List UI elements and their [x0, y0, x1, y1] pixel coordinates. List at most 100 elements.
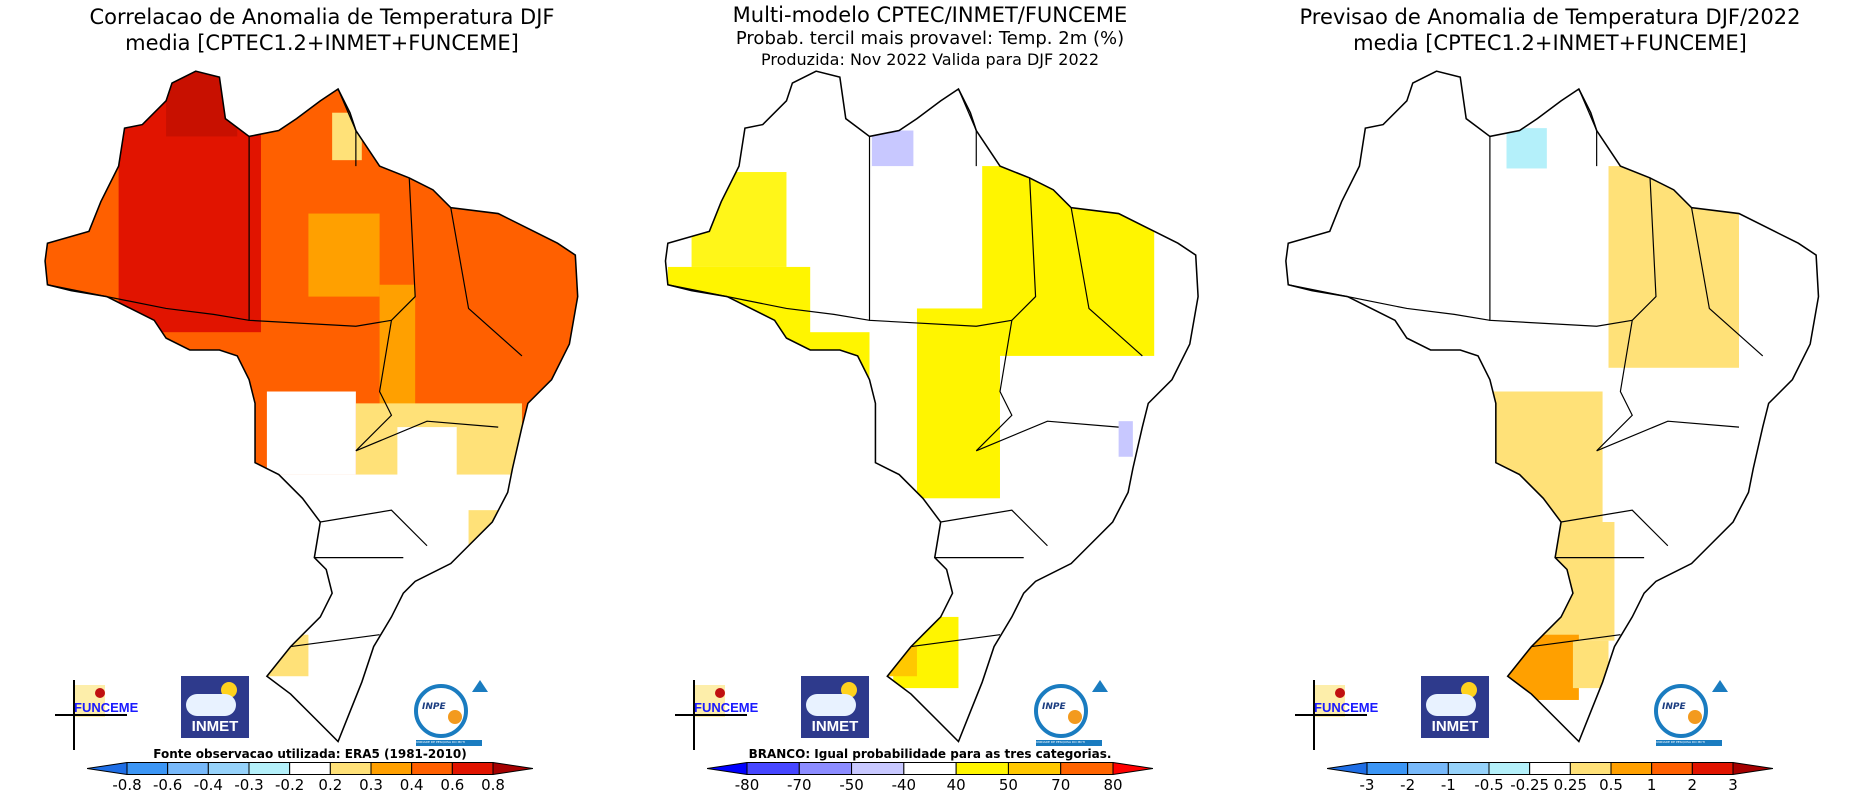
- colorbar-tick-label: 2: [1687, 776, 1698, 794]
- colorbar-tick-label: 70: [1051, 776, 1071, 794]
- colorbar-tick-label: 40: [946, 776, 966, 794]
- colorbar-segment: [126, 762, 169, 775]
- colorbar-tick-label: -0.6: [153, 776, 183, 794]
- colorbar-tick-label: -0.3: [234, 776, 264, 794]
- colorbar-tick-label: 0.3: [359, 776, 383, 794]
- region-orange-light: [379, 284, 416, 416]
- colorbar-arrow-low: [87, 762, 128, 775]
- inpe-logo-text: INPE: [422, 702, 446, 712]
- colorbar-1: [87, 762, 533, 775]
- colorbar-segment: [207, 762, 250, 775]
- colorbar-segment: [1529, 762, 1571, 775]
- colorbar-arrow-high: [492, 762, 533, 775]
- colorbar-segment: [329, 762, 372, 775]
- inpe-logo: INPE UNIDADE DE PESQUISA DO MCTI: [412, 680, 488, 746]
- region-cyan: [1506, 128, 1547, 169]
- title-line: Correlacao de Anomalia de Temperatura DJ…: [89, 5, 555, 29]
- colorbar-tick-label: 0.8: [481, 776, 505, 794]
- colorbar-segment: [289, 762, 331, 775]
- colorbar-tick-label: -0.2: [275, 776, 305, 794]
- title-line: Produzida: Nov 2022 Valida para DJF 2022: [761, 50, 1099, 69]
- colorbar-tick-label: 50: [998, 776, 1018, 794]
- title-line: media [CPTEC1.2+INMET+FUNCEME]: [125, 31, 519, 55]
- inmet-logo: INMET: [181, 676, 249, 738]
- inpe-logo-text: INPE: [1662, 702, 1686, 712]
- colorbar-arrow-low: [1327, 762, 1368, 775]
- funceme-logo: [1295, 680, 1367, 750]
- colorbar-arrow-high: [1732, 762, 1773, 775]
- colorbar-segment: [1691, 762, 1734, 775]
- region-orange-light: [308, 213, 380, 297]
- colorbar-1-label: Fonte observacao utilizada: ERA5 (1981-2…: [153, 747, 467, 761]
- colorbar-segment: [1060, 762, 1114, 775]
- colorbar-tick-label: 0.25: [1553, 776, 1588, 794]
- colorbar-segment: [1569, 762, 1612, 775]
- colorbar-segment: [851, 762, 905, 775]
- colorbar-tick-label: -0.4: [193, 776, 223, 794]
- colorbar-tick-label: 80: [1103, 776, 1123, 794]
- colorbar-segment: [370, 762, 413, 775]
- inmet-logo-text: INMET: [811, 718, 859, 735]
- colorbar-segment: [798, 762, 853, 775]
- inmet-logo-text: INMET: [1431, 718, 1479, 735]
- colorbar-tick-label: -1: [1440, 776, 1456, 794]
- colorbar-tick-label: 1: [1646, 776, 1657, 794]
- colorbar-tick-label: 3: [1728, 776, 1738, 794]
- title-line: media [CPTEC1.2+INMET+FUNCEME]: [1353, 31, 1747, 55]
- funceme-logo-text: FUNCEME: [1314, 700, 1379, 715]
- panel-1-title: Correlacao de Anomalia de Temperatura DJ…: [12, 4, 632, 56]
- colorbar-segment: [248, 762, 291, 775]
- logo-group: FUNCEME INMET INPE UNIDADE DE PESQUISA D…: [620, 0, 1240, 802]
- panel-3-title: Previsao de Anomalia de Temperatura DJF/…: [1240, 4, 1860, 56]
- region-white: [266, 391, 356, 475]
- colorbar-tick-label: -3: [1359, 776, 1375, 794]
- colorbar-segment: [1610, 762, 1653, 775]
- region-yellow-center: [916, 308, 1000, 499]
- inpe-logo-subtext: UNIDADE DE PESQUISA DO MCTI: [1656, 740, 1722, 746]
- inpe-logo: INPE UNIDADE DE PESQUISA DO MCTI: [1652, 680, 1728, 746]
- colorbar-segment: [1447, 762, 1490, 775]
- colorbar-segment: [903, 762, 957, 775]
- colorbar-tick-label: -0.25: [1510, 776, 1550, 794]
- region-lavender-east: [1118, 421, 1133, 457]
- funceme-logo-text: FUNCEME: [694, 700, 759, 715]
- colorbar-tick-label: -50: [839, 776, 864, 794]
- colorbar-segment: [411, 762, 453, 775]
- colorbar-tick-label: 0.4: [399, 776, 424, 794]
- colorbar-segment: [746, 762, 800, 775]
- inmet-logo: INMET: [1421, 676, 1489, 738]
- inpe-logo: INPE UNIDADE DE PESQUISA DO MCTI: [1032, 680, 1108, 746]
- colorbar-segment: [1366, 762, 1409, 775]
- title-line: Previsao de Anomalia de Temperatura DJF/…: [1299, 5, 1801, 29]
- colorbar-2-label: BRANCO: Igual probabilidade para as tres…: [748, 747, 1112, 761]
- title-line: Multi-modelo CPTEC/INMET/FUNCEME: [732, 3, 1128, 27]
- logo-group: FUNCEME INMET INPE UNIDADE DE PESQUISA D…: [0, 0, 620, 802]
- inpe-logo-subtext: UNIDADE DE PESQUISA DO MCTI: [1036, 740, 1102, 746]
- colorbar-tick-label: -0.5: [1474, 776, 1504, 794]
- colorbar-segment: [1407, 762, 1449, 775]
- colorbar-tick-label: -40: [891, 776, 917, 794]
- inpe-logo-text: INPE: [1042, 702, 1066, 712]
- colorbar-tick-label: 0.6: [440, 776, 465, 794]
- funceme-logo-text: FUNCEME: [74, 700, 139, 715]
- colorbar-tick-label: -70: [787, 776, 812, 794]
- funceme-logo: [55, 680, 127, 750]
- funceme-logo: [675, 680, 747, 750]
- colorbar-tick-label: 0.2: [318, 776, 343, 794]
- colorbar-segment: [167, 762, 209, 775]
- colorbar-segment: [1007, 762, 1062, 775]
- inmet-logo: INMET: [801, 676, 869, 738]
- colorbar-tick-label: -2: [1400, 776, 1416, 794]
- colorbar-3: [1327, 762, 1773, 775]
- colorbar-segment: [1488, 762, 1531, 775]
- colorbar-segment: [451, 762, 494, 775]
- region-lavender: [871, 130, 914, 167]
- colorbar-arrow-high: [1112, 762, 1153, 775]
- panel-2-title: Multi-modelo CPTEC/INMET/FUNCEME Probab.…: [620, 2, 1240, 70]
- colorbar-segment: [955, 762, 1009, 775]
- inpe-logo-subtext: UNIDADE DE PESQUISA DO MCTI: [416, 740, 482, 746]
- title-line: Probab. tercil mais provavel: Temp. 2m (…: [735, 28, 1125, 49]
- colorbar-tick-label: -0.8: [112, 776, 142, 794]
- colorbar-tick-label: -80: [734, 776, 760, 794]
